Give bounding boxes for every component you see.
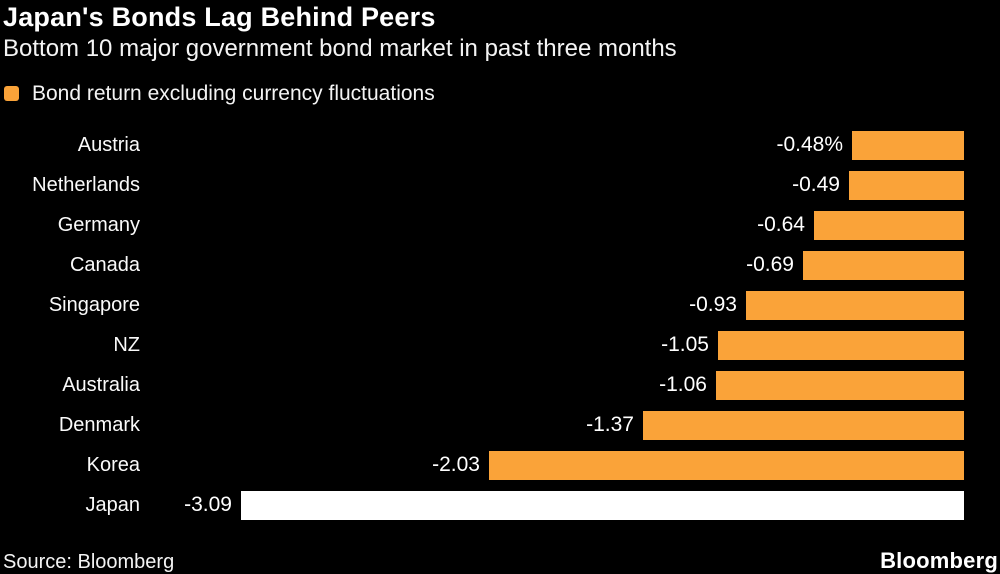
bar-plot-area: -1.37 bbox=[150, 405, 964, 445]
bar bbox=[716, 370, 964, 400]
bar-plot-area: -1.06 bbox=[150, 365, 964, 405]
legend-swatch-icon bbox=[4, 86, 19, 101]
bar-plot-area: -0.69 bbox=[150, 245, 964, 285]
bar-plot-area: -2.03 bbox=[150, 445, 964, 485]
value-label: -1.05 bbox=[661, 333, 709, 356]
bar-row: Japan -3.09 bbox=[0, 485, 964, 525]
category-label: NZ bbox=[113, 333, 140, 356]
legend: Bond return excluding currency fluctuati… bbox=[4, 82, 1000, 105]
bar bbox=[849, 170, 964, 200]
bar bbox=[718, 330, 964, 360]
bar-plot-area: -1.05 bbox=[150, 325, 964, 365]
value-label: -1.37 bbox=[586, 413, 634, 436]
bar-plot-area: -0.93 bbox=[150, 285, 964, 325]
category-label: Netherlands bbox=[32, 173, 140, 196]
value-label: -0.49 bbox=[792, 173, 840, 196]
category-label: Japan bbox=[85, 493, 141, 516]
bar-row: Korea -2.03 bbox=[0, 445, 964, 485]
bar-row: Netherlands -0.49 bbox=[0, 165, 964, 205]
bar-plot-area: -0.64 bbox=[150, 205, 964, 245]
value-label: -0.93 bbox=[689, 293, 737, 316]
bar bbox=[803, 250, 964, 280]
value-label: -2.03 bbox=[432, 453, 480, 476]
bar-row: Austria -0.48% bbox=[0, 125, 964, 165]
bar-row: Canada -0.69 bbox=[0, 245, 964, 285]
value-label: -0.48% bbox=[776, 133, 843, 156]
bar bbox=[643, 410, 964, 440]
value-label: -1.06 bbox=[659, 373, 707, 396]
bar-chart: Austria -0.48% Netherlands -0.49 Germany… bbox=[0, 125, 1000, 525]
bar-row: Australia -1.06 bbox=[0, 365, 964, 405]
bar-row: Singapore -0.93 bbox=[0, 285, 964, 325]
bar-row: Denmark -1.37 bbox=[0, 405, 964, 445]
bar bbox=[489, 450, 964, 480]
bar-row: NZ -1.05 bbox=[0, 325, 964, 365]
chart-title: Japan's Bonds Lag Behind Peers bbox=[3, 2, 436, 32]
value-label: -0.69 bbox=[746, 253, 794, 276]
bar bbox=[814, 210, 964, 240]
bar bbox=[241, 490, 964, 520]
value-label: -3.09 bbox=[184, 493, 232, 516]
chart-subtitle: Bottom 10 major government bond market i… bbox=[3, 35, 677, 62]
bar bbox=[852, 130, 964, 160]
bar bbox=[746, 290, 964, 320]
category-label: Denmark bbox=[58, 413, 140, 436]
category-label: Germany bbox=[57, 213, 140, 236]
category-label: Australia bbox=[62, 373, 140, 396]
footer: Source: Bloomberg Bloomberg bbox=[0, 548, 1000, 574]
category-label: Korea bbox=[86, 453, 140, 476]
bar-plot-area: -0.48% bbox=[150, 125, 964, 165]
value-label: -0.64 bbox=[757, 213, 805, 236]
category-label: Singapore bbox=[48, 293, 140, 316]
category-label: Austria bbox=[77, 133, 140, 156]
category-label: Canada bbox=[69, 253, 140, 276]
source-attribution: Source: Bloomberg bbox=[3, 551, 175, 573]
bloomberg-logo: Bloomberg bbox=[880, 548, 998, 573]
bar-plot-area: -3.09 bbox=[150, 485, 964, 525]
bar-plot-area: -0.49 bbox=[150, 165, 964, 205]
legend-label: Bond return excluding currency fluctuati… bbox=[32, 82, 435, 105]
bar-row: Germany -0.64 bbox=[0, 205, 964, 245]
